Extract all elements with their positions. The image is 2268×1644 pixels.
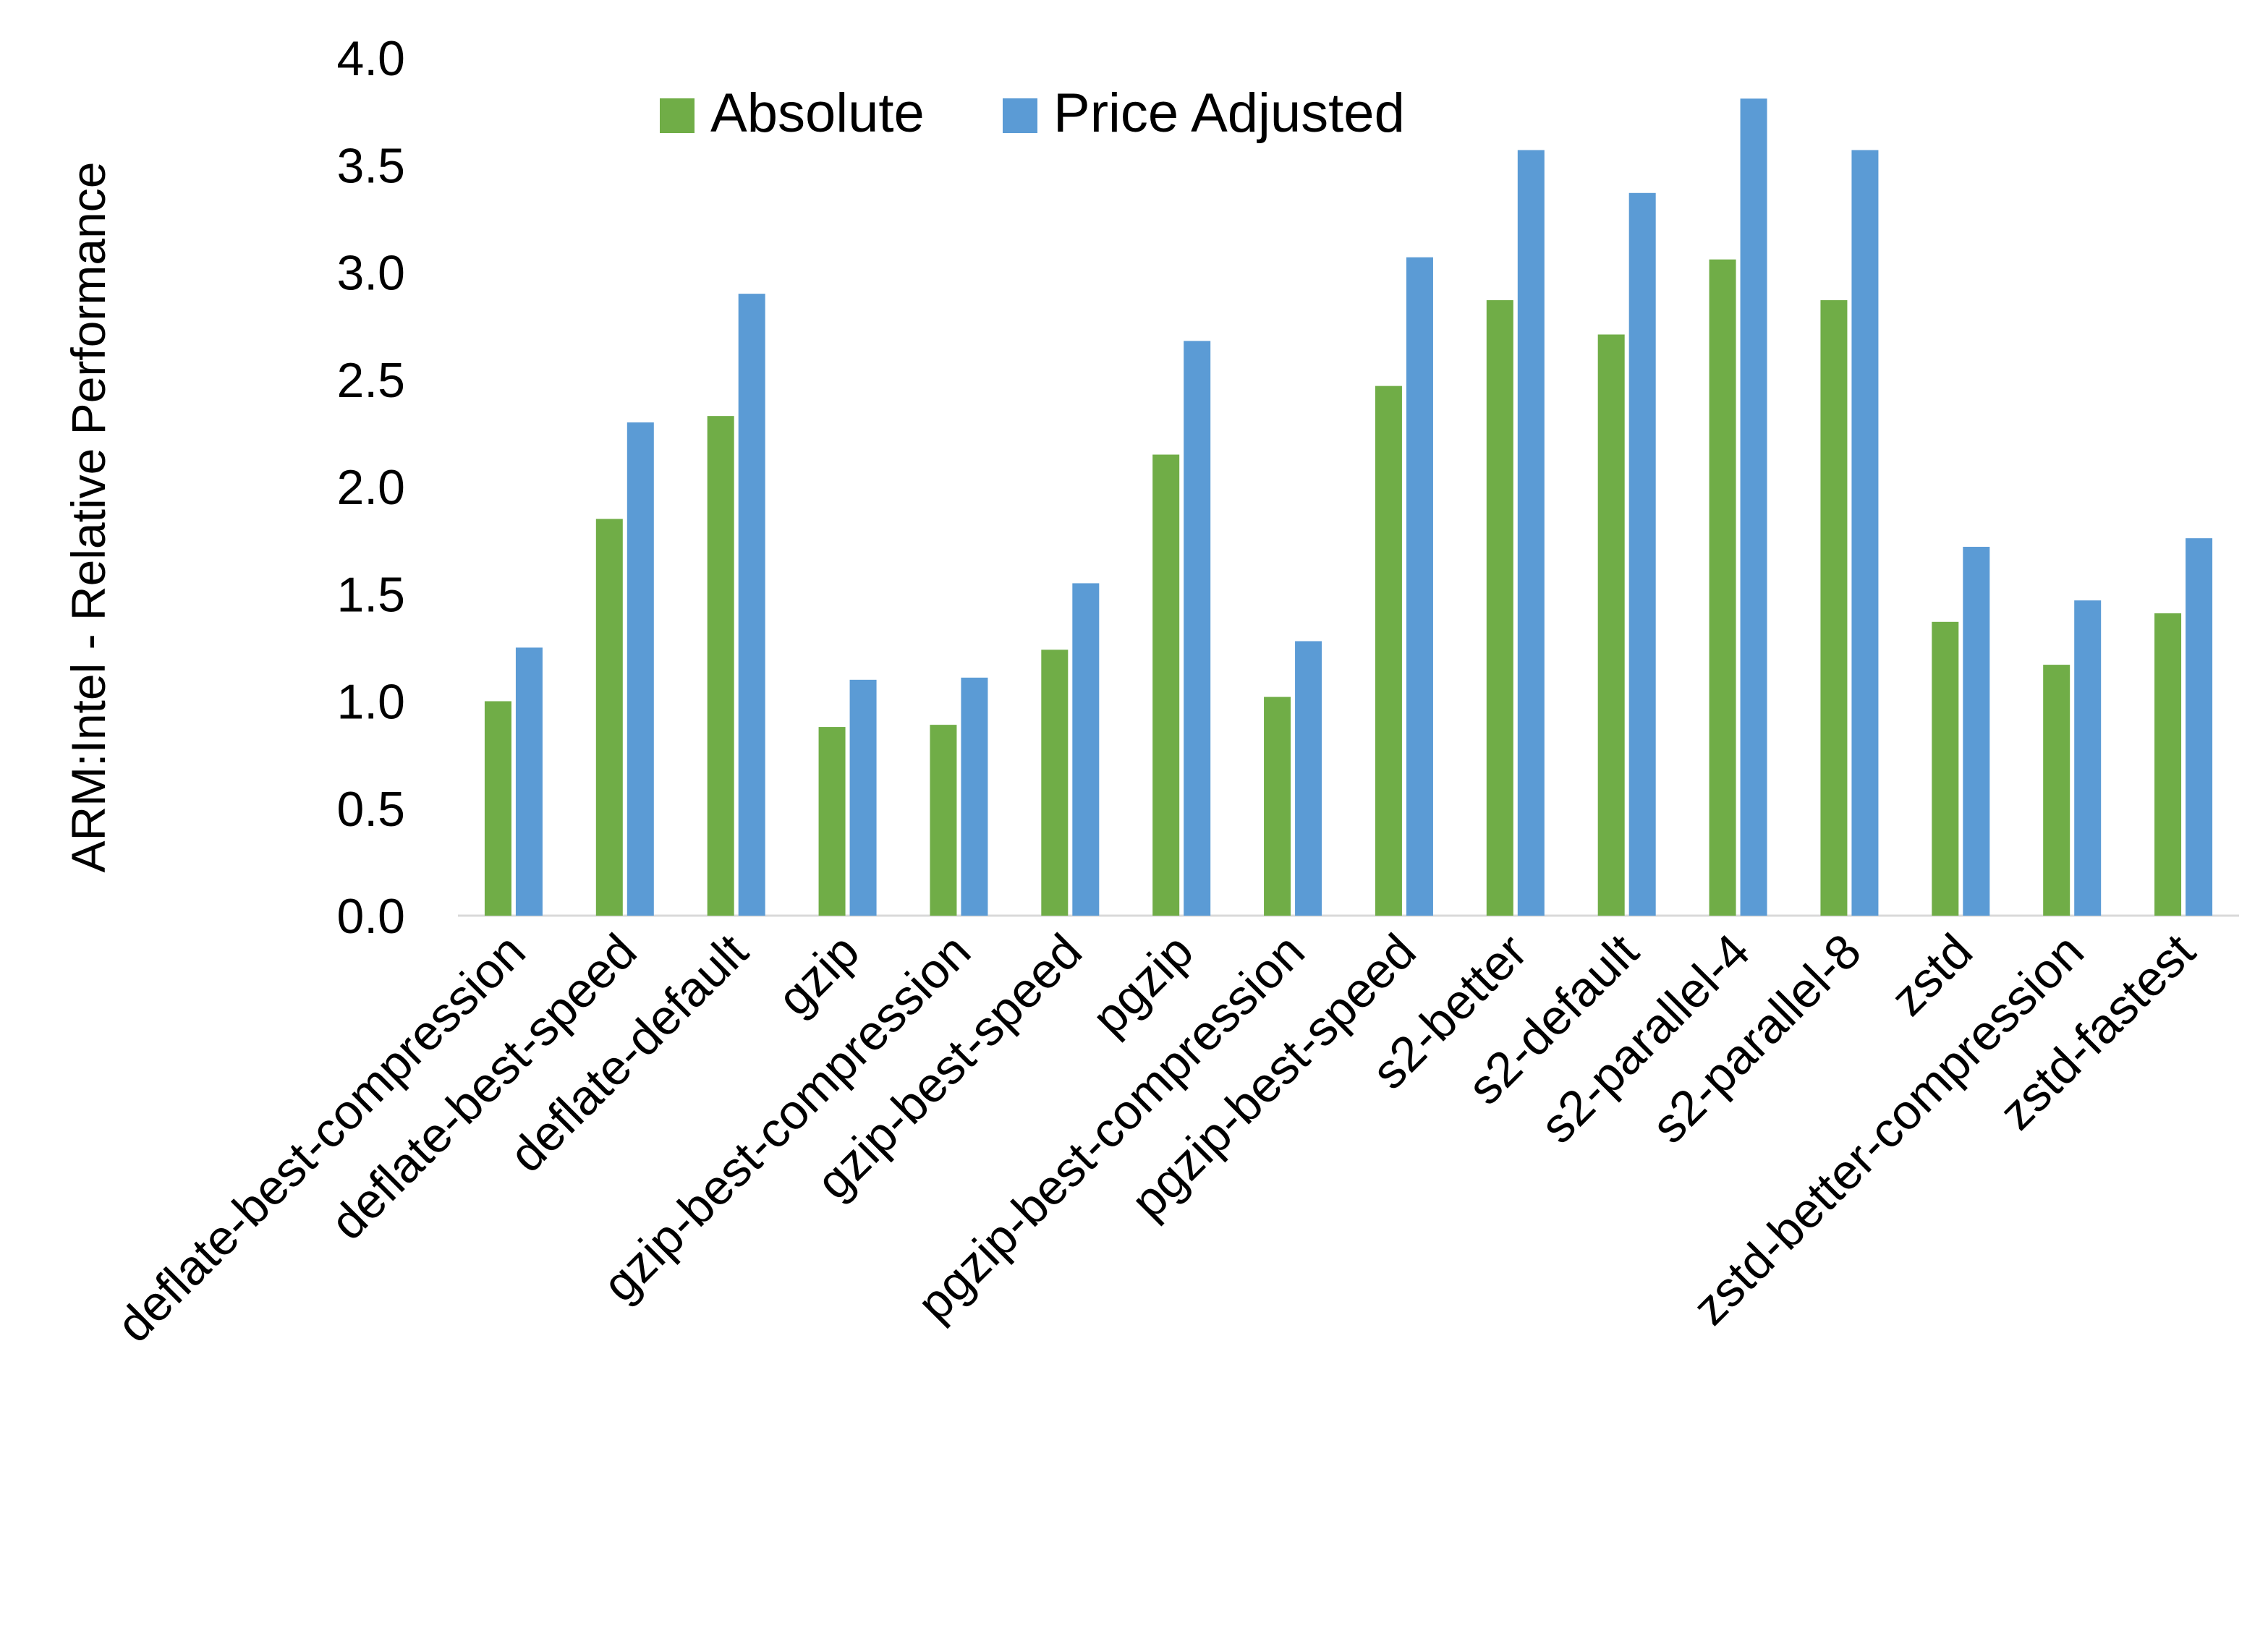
legend-label-absolute: Absolute	[710, 82, 925, 144]
bars	[484, 98, 2213, 916]
bar-absolute-gzip	[818, 727, 846, 916]
bar-absolute-gzip-best-compression	[930, 725, 957, 916]
bar-price-adjusted-s2-parallel-4	[1740, 98, 1767, 916]
bar-absolute-pgzip-best-compression	[1264, 697, 1291, 916]
bar-absolute-gzip-best-speed	[1041, 649, 1069, 916]
bar-absolute-s2-default	[1597, 334, 1625, 916]
bar-absolute-deflate-best-speed	[595, 519, 623, 916]
bar-absolute-s2-parallel-8	[1820, 300, 1848, 916]
bar-price-adjusted-zstd	[1963, 547, 1990, 916]
bar-price-adjusted-s2-parallel-8	[1851, 150, 1879, 916]
y-tick-label: 0.5	[336, 782, 405, 837]
legend-swatch-price-adjusted	[1003, 98, 1037, 133]
y-axis-ticks: 0.0 0.5 1.0 1.5 2.0 2.5 3.0 3.5 4.0	[336, 31, 405, 944]
bar-price-adjusted-zstd-fastest	[2186, 538, 2213, 916]
bar-absolute-zstd	[1932, 621, 1959, 916]
y-tick-label: 3.0	[336, 246, 405, 301]
x-axis-labels: deflate-best-compressiondeflate-best-spe…	[106, 924, 2206, 1353]
y-tick-label: 1.0	[336, 675, 405, 730]
bar-price-adjusted-gzip	[849, 679, 877, 916]
x-tick-label: deflate-best-compression	[106, 924, 536, 1353]
bar-price-adjusted-pgzip	[1184, 341, 1211, 916]
bar-price-adjusted-zstd-better-compression	[2074, 600, 2102, 916]
y-tick-label: 3.5	[336, 138, 405, 193]
legend-swatch-absolute	[660, 98, 695, 133]
legend-label-price-adjusted: Price Adjusted	[1053, 82, 1405, 144]
bar-price-adjusted-gzip-best-speed	[1072, 583, 1100, 916]
bar-price-adjusted-gzip-best-compression	[961, 677, 988, 916]
bar-absolute-zstd-fastest	[2154, 613, 2182, 916]
bar-price-adjusted-s2-better	[1517, 150, 1545, 916]
bar-price-adjusted-s2-default	[1628, 192, 1656, 916]
y-tick-label: 0.0	[336, 889, 405, 944]
bar-absolute-s2-parallel-4	[1709, 259, 1736, 916]
bar-absolute-deflate-best-compression	[484, 701, 511, 916]
y-tick-label: 2.0	[336, 460, 405, 515]
bar-price-adjusted-deflate-best-speed	[627, 422, 654, 916]
y-axis-title: ARM:Intel - Relative Performance	[61, 161, 115, 872]
y-tick-label: 4.0	[336, 31, 405, 86]
bar-absolute-deflate-default	[707, 416, 734, 916]
bar-price-adjusted-deflate-default	[738, 294, 765, 916]
y-tick-label: 2.5	[336, 353, 405, 408]
bar-price-adjusted-pgzip-best-compression	[1295, 641, 1322, 916]
bar-absolute-zstd-better-compression	[2043, 665, 2070, 916]
bar-price-adjusted-pgzip-best-speed	[1406, 257, 1433, 916]
legend: Absolute Price Adjusted	[660, 82, 1405, 144]
bar-absolute-pgzip-best-speed	[1375, 386, 1402, 916]
bar-price-adjusted-deflate-best-compression	[515, 647, 543, 916]
bar-absolute-s2-better	[1486, 300, 1513, 916]
bar-absolute-pgzip	[1152, 454, 1180, 916]
y-tick-label: 1.5	[336, 567, 405, 622]
